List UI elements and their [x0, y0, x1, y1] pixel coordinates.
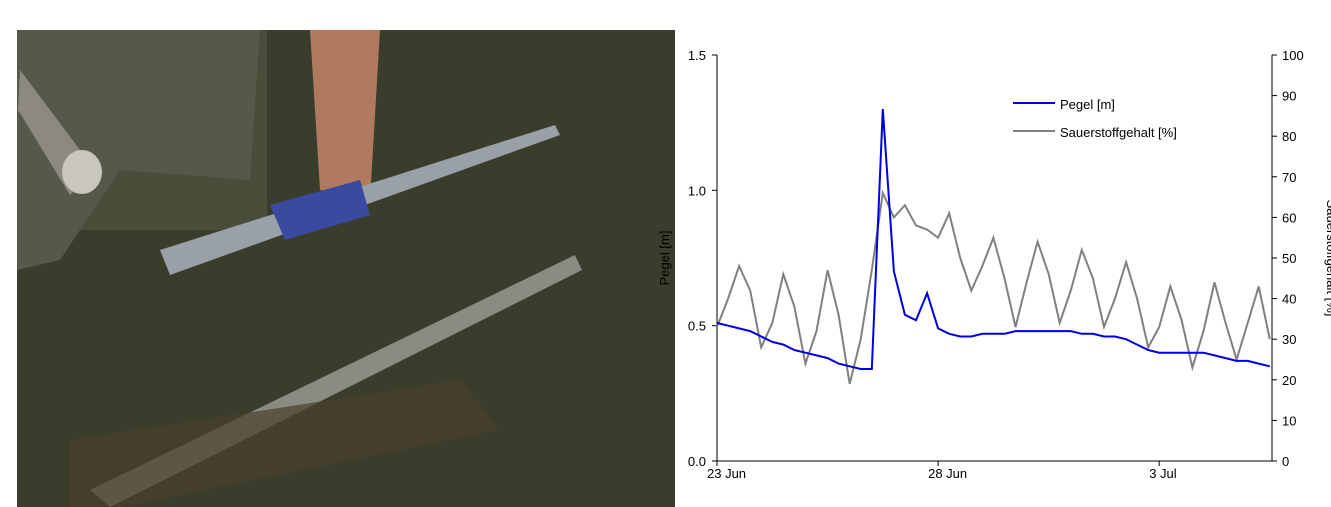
- y2-tick-label: 0: [1282, 454, 1289, 469]
- series-line: [716, 189, 1271, 385]
- y2-tick-label: 60: [1282, 210, 1296, 225]
- y2-tick-label: 20: [1282, 373, 1296, 388]
- legend-label: Sauerstoffgehalt [%]: [1060, 125, 1177, 140]
- x-tick-label: 3 Jul: [1149, 466, 1177, 481]
- y2-tick-label: 70: [1282, 170, 1296, 185]
- x-tick-label: 28 Jun: [928, 466, 967, 481]
- y2-tick-label: 50: [1282, 251, 1296, 266]
- y2-tick-label: 30: [1282, 332, 1296, 347]
- y2-tick-label: 40: [1282, 292, 1296, 307]
- legend-label: Pegel [m]: [1060, 97, 1115, 112]
- y-tick-label: 1.0: [688, 183, 706, 198]
- series-line: [716, 109, 1271, 370]
- y2-axis-label: Sauerstoffgehalt [%]: [1324, 200, 1331, 317]
- y-axis-label: Pegel [m]: [657, 231, 672, 286]
- y2-tick-label: 100: [1282, 48, 1304, 63]
- y2-tick-label: 90: [1282, 89, 1296, 104]
- y2-tick-label: 10: [1282, 413, 1296, 428]
- legend: Pegel [m] Sauerstoffgehalt [%]: [1013, 97, 1177, 140]
- x-tick-label: 23 Jun: [707, 466, 746, 481]
- y-tick-label: 0.0: [688, 454, 706, 469]
- y2-tick-label: 80: [1282, 129, 1296, 144]
- photo: [17, 30, 675, 507]
- y-tick-label: 1.5: [688, 48, 706, 63]
- y-tick-label: 0.5: [688, 319, 706, 334]
